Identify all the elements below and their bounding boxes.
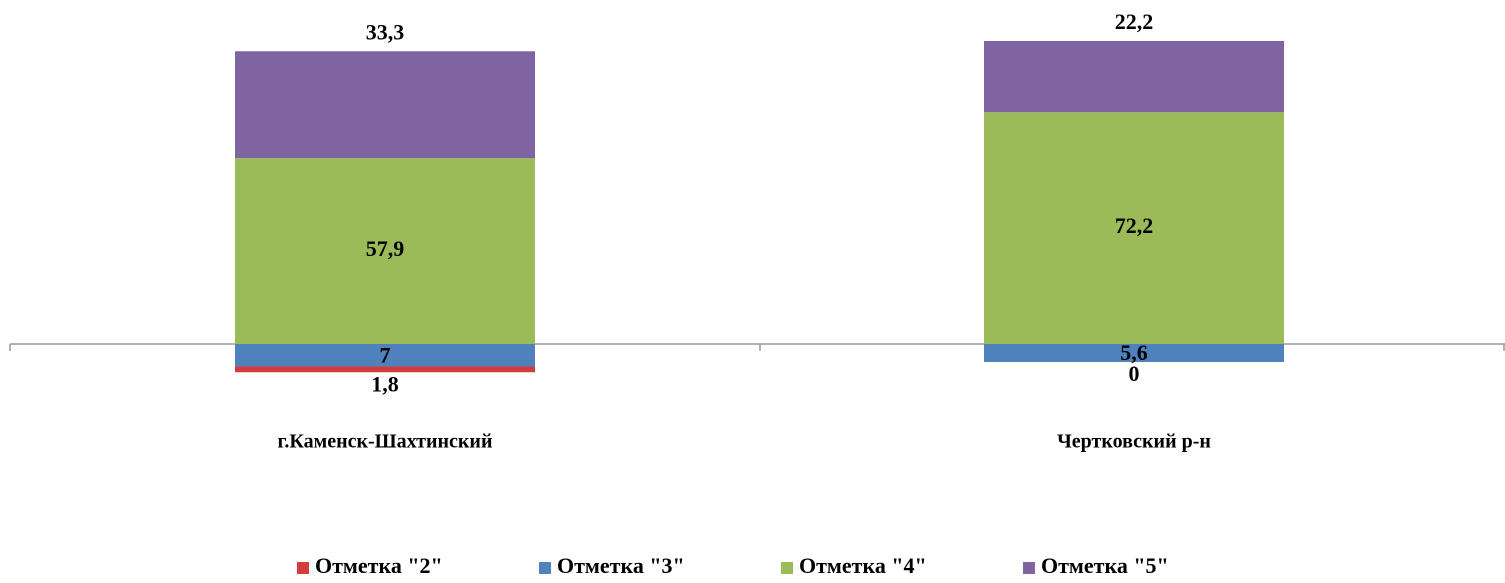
bar-segment bbox=[235, 344, 535, 367]
bar-segment bbox=[984, 344, 1284, 362]
bar-segment bbox=[235, 158, 535, 344]
x-tick-label: Чертковский р-н bbox=[1057, 431, 1211, 453]
data-label: 0 bbox=[1129, 361, 1140, 386]
bar-segment bbox=[984, 112, 1284, 344]
legend-swatch bbox=[539, 562, 551, 574]
bar-segment bbox=[984, 40, 1284, 113]
legend-swatch bbox=[297, 562, 309, 574]
legend-label: Отметка "3" bbox=[557, 553, 685, 578]
data-label: 1,8 bbox=[371, 371, 399, 396]
legend-label: Отметка "2" bbox=[315, 553, 443, 578]
data-label: 33,3 bbox=[366, 19, 405, 44]
bar-segment bbox=[235, 51, 535, 159]
data-label: 5,6 bbox=[1120, 340, 1148, 365]
data-label: 7 bbox=[380, 342, 391, 367]
data-label: 72,2 bbox=[1115, 213, 1154, 238]
legend-label: Отметка "4" bbox=[799, 553, 927, 578]
legend-swatch bbox=[781, 562, 793, 574]
x-tick-label: г.Каменск-Шахтинский bbox=[278, 431, 493, 453]
legend-swatch bbox=[1023, 562, 1035, 574]
legend-label: Отметка "5" bbox=[1041, 553, 1169, 578]
data-label: 22,2 bbox=[1115, 9, 1154, 34]
data-label: 57,9 bbox=[366, 236, 405, 261]
bar-segment bbox=[235, 366, 535, 373]
